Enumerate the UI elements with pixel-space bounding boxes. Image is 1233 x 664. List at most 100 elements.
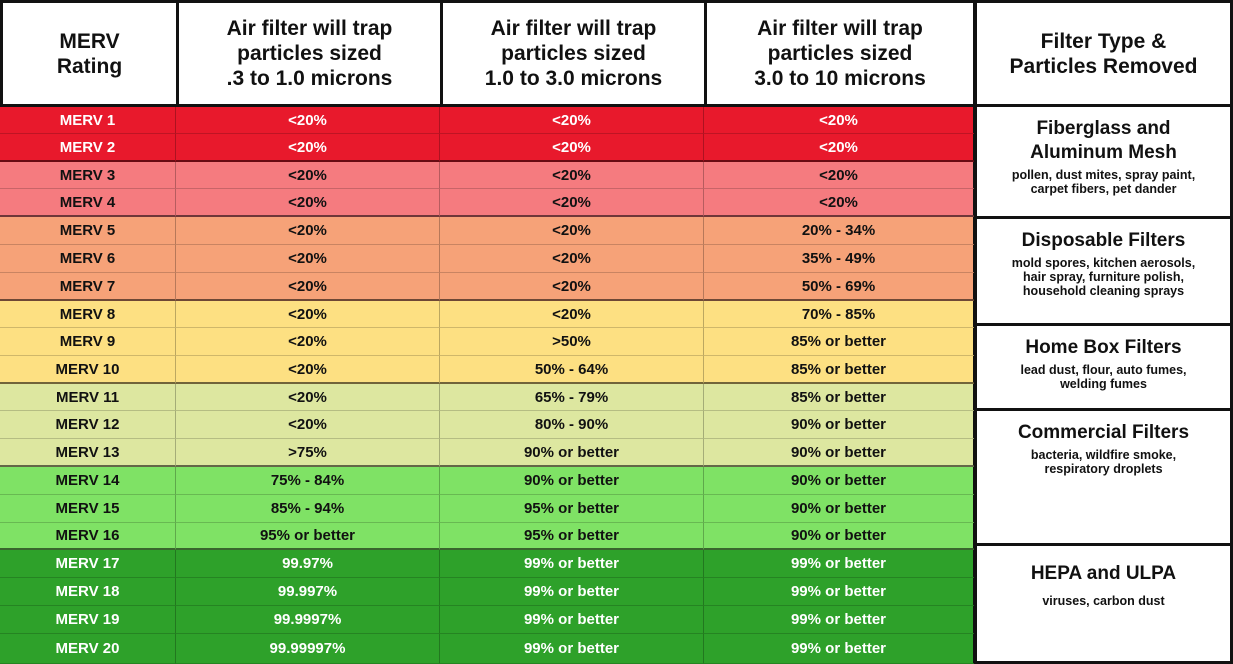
efficiency-1-3-cell: 50% - 64% — [440, 356, 704, 384]
efficiency-1-3-cell: 65% - 79% — [440, 384, 704, 411]
table-row: MERV 16 95% or better 95% or better 90% or … — [0, 523, 976, 550]
table-row: MERV 18 99.997% 99% or better 99% or better — [0, 578, 976, 606]
table-row: MERV 17 99.97% 99% or better 99% or better — [0, 550, 976, 578]
header-merv-rating: MERV Rating — [0, 0, 179, 107]
efficiency-3-10-cell: <20% — [704, 189, 976, 217]
efficiency-3-10-cell: 99% or better — [704, 550, 976, 578]
efficiency-0p3-1-cell: <20% — [176, 301, 440, 328]
particle-line: hair spray, furniture polish, — [1023, 270, 1184, 284]
efficiency-0p3-1-cell: <20% — [176, 411, 440, 439]
merv-rating-cell: MERV 6 — [0, 245, 176, 273]
header-range-0p3-1: Air filter will trap particles sized .3 to… — [176, 0, 443, 107]
merv-rating-cell: MERV 4 — [0, 189, 176, 217]
particle-line: respiratory droplets — [1044, 462, 1163, 476]
merv-rating-cell: MERV 18 — [0, 578, 176, 606]
efficiency-3-10-cell: 99% or better — [704, 634, 976, 664]
table-row: MERV 7 <20% <20% 50% - 69% — [0, 273, 976, 301]
filter-type-name: Disposable Filters — [1021, 230, 1186, 251]
header-line: Air filter will trap — [490, 17, 657, 40]
efficiency-0p3-1-cell: <20% — [176, 107, 440, 134]
filter-type-name: Home Box Filters — [1025, 337, 1182, 358]
efficiency-1-3-cell: >50% — [440, 328, 704, 356]
efficiency-0p3-1-cell: 99.99997% — [176, 634, 440, 664]
efficiency-0p3-1-cell: <20% — [176, 356, 440, 384]
efficiency-0p3-1-cell: 99.9997% — [176, 606, 440, 634]
efficiency-3-10-cell: <20% — [704, 134, 976, 162]
efficiency-1-3-cell: 99% or better — [440, 550, 704, 578]
table-row: MERV 9 <20% >50% 85% or better — [0, 328, 976, 356]
efficiency-0p3-1-cell: <20% — [176, 273, 440, 301]
filter-type-name: Aluminum Mesh — [1030, 142, 1177, 163]
header-line: 3.0 to 10 microns — [754, 67, 926, 90]
efficiency-3-10-cell: 70% - 85% — [704, 301, 976, 328]
table-row: MERV 15 85% - 94% 95% or better 90% or bett… — [0, 495, 976, 523]
header-line: MERV — [59, 29, 120, 53]
efficiency-0p3-1-cell: 85% - 94% — [176, 495, 440, 523]
efficiency-0p3-1-cell: <20% — [176, 189, 440, 217]
merv-rating-cell: MERV 1 — [0, 107, 176, 134]
filter-type-hepa-ulpa: HEPA and ULPA viruses, carbon dust — [974, 546, 1233, 664]
particle-line: bacteria, wildfire smoke, — [1030, 448, 1177, 462]
efficiency-0p3-1-cell: 75% - 84% — [176, 467, 440, 495]
merv-rating-cell: MERV 15 — [0, 495, 176, 523]
efficiency-1-3-cell: <20% — [440, 245, 704, 273]
filter-type-fiberglass: Fiberglass and Aluminum Mesh pollen, dust … — [974, 107, 1233, 219]
merv-table-body: MERV 1 <20% <20% <20% MERV 2 <20% <20% <20% MERV… — [0, 107, 976, 664]
merv-rating-cell: MERV 11 — [0, 384, 176, 411]
efficiency-3-10-cell: 90% or better — [704, 411, 976, 439]
efficiency-3-10-cell: 50% - 69% — [704, 273, 976, 301]
header-line: Air filter will trap — [757, 17, 923, 40]
table-row: MERV 2 <20% <20% <20% — [0, 134, 976, 162]
particle-line: mold spores, kitchen aerosols, — [1011, 256, 1196, 270]
efficiency-0p3-1-cell: 99.997% — [176, 578, 440, 606]
efficiency-0p3-1-cell: >75% — [176, 439, 440, 467]
particle-line: pollen, dust mites, spray paint, — [1011, 168, 1196, 182]
efficiency-1-3-cell: 99% or better — [440, 634, 704, 664]
merv-rating-cell: MERV 10 — [0, 356, 176, 384]
table-row: MERV 8 <20% <20% 70% - 85% — [0, 301, 976, 328]
efficiency-1-3-cell: <20% — [440, 189, 704, 217]
merv-rating-cell: MERV 2 — [0, 134, 176, 162]
efficiency-1-3-cell: 99% or better — [440, 606, 704, 634]
filter-type-name: HEPA and ULPA — [1030, 563, 1177, 584]
merv-rating-cell: MERV 12 — [0, 411, 176, 439]
efficiency-3-10-cell: 90% or better — [704, 467, 976, 495]
merv-rating-cell: MERV 9 — [0, 328, 176, 356]
filter-type-particles: viruses, carbon dust — [977, 594, 1230, 608]
table-row: MERV 10 <20% 50% - 64% 85% or better — [0, 356, 976, 384]
table-row: MERV 5 <20% <20% 20% - 34% — [0, 217, 976, 245]
efficiency-1-3-cell: 95% or better — [440, 495, 704, 523]
filter-type-particles: mold spores, kitchen aerosols, hair spray… — [977, 256, 1230, 298]
efficiency-0p3-1-cell: <20% — [176, 245, 440, 273]
header-line: particles sized — [501, 42, 646, 65]
particle-line: household cleaning sprays — [1022, 284, 1185, 298]
efficiency-1-3-cell: <20% — [440, 162, 704, 189]
efficiency-0p3-1-cell: <20% — [176, 134, 440, 162]
merv-rating-cell: MERV 5 — [0, 217, 176, 245]
efficiency-1-3-cell: <20% — [440, 301, 704, 328]
efficiency-3-10-cell: 90% or better — [704, 439, 976, 467]
efficiency-0p3-1-cell: <20% — [176, 384, 440, 411]
header-line: particles sized — [237, 42, 382, 65]
efficiency-1-3-cell: <20% — [440, 273, 704, 301]
table-row: MERV 12 <20% 80% - 90% 90% or better — [0, 411, 976, 439]
table-row: MERV 4 <20% <20% <20% — [0, 189, 976, 217]
efficiency-1-3-cell: 99% or better — [440, 578, 704, 606]
filter-type-particles: pollen, dust mites, spray paint, carpet f… — [977, 168, 1230, 196]
table-row: MERV 13 >75% 90% or better 90% or better — [0, 439, 976, 467]
merv-rating-cell: MERV 14 — [0, 467, 176, 495]
efficiency-0p3-1-cell: <20% — [176, 162, 440, 189]
table-row: MERV 14 75% - 84% 90% or better 90% or bett… — [0, 467, 976, 495]
efficiency-1-3-cell: 90% or better — [440, 467, 704, 495]
particle-line: carpet fibers, pet dander — [1030, 182, 1177, 196]
merv-rating-cell: MERV 13 — [0, 439, 176, 467]
table-row: MERV 19 99.9997% 99% or better 99% or bette… — [0, 606, 976, 634]
header-line: Filter Type & — [1040, 29, 1167, 53]
efficiency-3-10-cell: 85% or better — [704, 328, 976, 356]
particle-line: viruses, carbon dust — [1042, 594, 1165, 608]
filter-type-name: Commercial Filters — [1017, 422, 1190, 443]
filter-type-disposable: Disposable Filters mold spores, kitchen a… — [974, 219, 1233, 326]
header-line: 1.0 to 3.0 microns — [484, 67, 663, 90]
efficiency-1-3-cell: 95% or better — [440, 523, 704, 550]
